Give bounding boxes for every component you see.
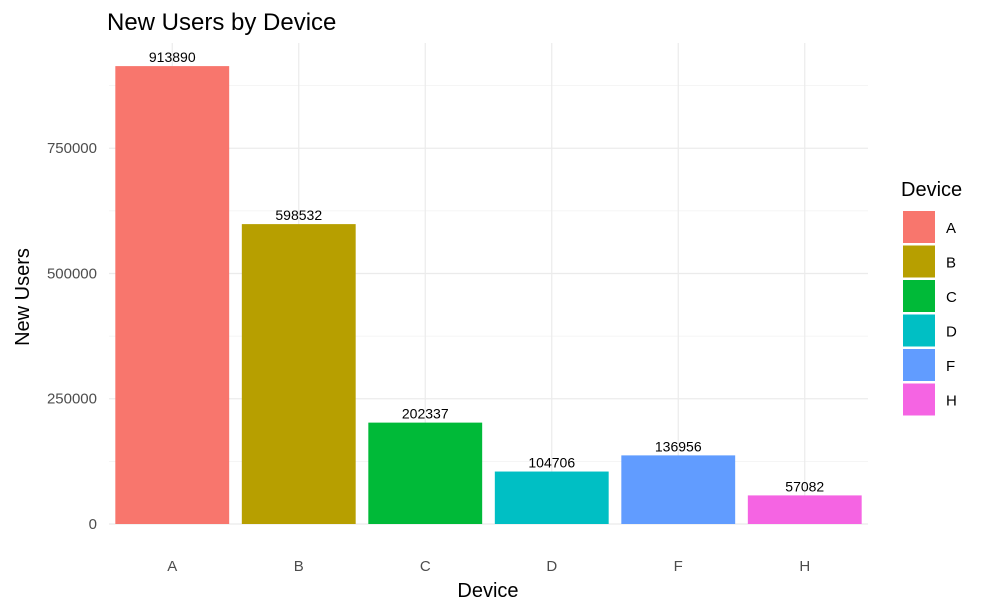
legend-label-a: A bbox=[946, 220, 956, 237]
bar-a bbox=[115, 66, 229, 524]
x-tick-label: H bbox=[799, 558, 810, 575]
legend: Device A BC DF H bbox=[901, 179, 962, 416]
y-tick-label: 250000 bbox=[47, 391, 97, 408]
legend-label-d: D bbox=[946, 324, 957, 341]
bar-h bbox=[748, 495, 862, 524]
bar-f bbox=[621, 455, 735, 524]
legend-label-h: H bbox=[946, 393, 957, 410]
chart-title: New Users by Device bbox=[107, 9, 336, 36]
y-axis-ticks: 0 250000 500000 750000 bbox=[47, 140, 97, 533]
legend-key-d bbox=[903, 315, 935, 347]
legend-title: Device bbox=[901, 179, 962, 201]
x-tick-label: C bbox=[420, 558, 431, 575]
y-tick-label: 500000 bbox=[47, 265, 97, 282]
legend-key-b bbox=[903, 246, 935, 278]
y-tick-label: 0 bbox=[89, 516, 97, 533]
x-tick-label: D bbox=[546, 558, 557, 575]
legend-key-c bbox=[903, 280, 935, 312]
x-tick-label: A bbox=[167, 558, 177, 575]
x-tick-label: B bbox=[294, 558, 304, 575]
bar-d bbox=[495, 472, 609, 524]
data-label-f: 136956 bbox=[655, 438, 702, 454]
legend-label-c: C bbox=[946, 289, 957, 306]
y-tick-label: 750000 bbox=[47, 140, 97, 157]
data-label-c: 202337 bbox=[402, 406, 449, 422]
bars bbox=[115, 66, 861, 524]
x-tick-label: F bbox=[674, 558, 683, 575]
y-axis-title: New Users bbox=[12, 248, 34, 346]
bar-c bbox=[368, 423, 482, 524]
bar-b bbox=[242, 224, 356, 524]
data-label-h: 57082 bbox=[785, 478, 824, 494]
data-label-b: 598532 bbox=[275, 207, 322, 223]
data-label-a: 913890 bbox=[149, 49, 196, 65]
legend-key-h bbox=[903, 384, 935, 416]
legend-key-a bbox=[903, 211, 935, 243]
legend-label-f: F bbox=[946, 358, 955, 375]
x-axis-title: Device bbox=[457, 580, 518, 602]
data-label-d: 104706 bbox=[528, 455, 575, 471]
legend-label-b: B bbox=[946, 255, 956, 272]
legend-key-f bbox=[903, 349, 935, 381]
